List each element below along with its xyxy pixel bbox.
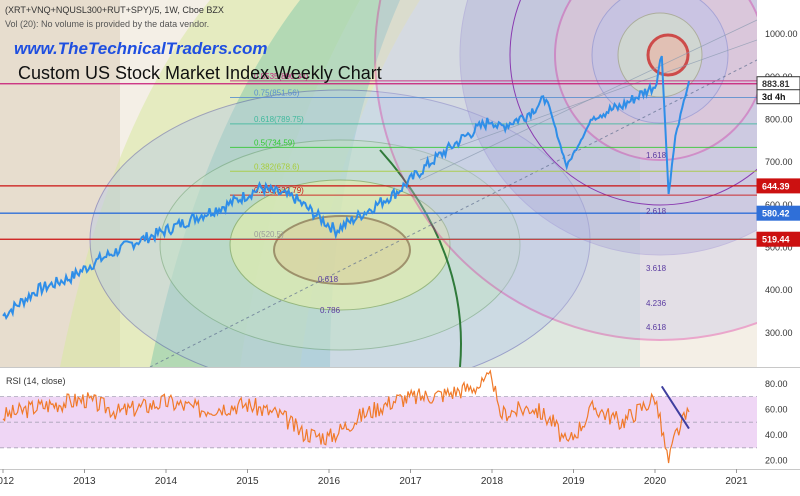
- fib-circle-label: 4.618: [646, 323, 667, 332]
- time-tick-label: 2012: [0, 476, 15, 487]
- time-tick-label: 2019: [562, 476, 585, 487]
- volume-note: Vol (20): No volume is provided by the d…: [5, 19, 209, 29]
- fib-arc-green: [379, 149, 462, 367]
- rsi-tick-label: 60.00: [765, 404, 788, 414]
- fib-level-label: 0.236(622.79): [254, 186, 304, 195]
- price-label: 883.81: [762, 79, 790, 89]
- time-tick-label: 2018: [481, 476, 504, 487]
- fib-circle-core: [646, 33, 690, 77]
- time-tick-label: 2021: [725, 476, 748, 487]
- price-labels: 883.81 3d 4h 644.39 580.42 519.44: [756, 76, 800, 247]
- fib-ellipse-core: [273, 215, 411, 285]
- fib-circle-label: 0.786: [320, 306, 341, 315]
- chart-title: Custom US Stock Market Index Weekly Char…: [18, 63, 382, 83]
- rsi-tick-label: 20.00: [765, 456, 788, 466]
- fib-level-labels: 0.8535(890.34) 0.75(851.56) 0.618(789.75) 0…: [254, 72, 309, 239]
- fib-level-label: 0.618(789.75): [254, 115, 304, 124]
- price-series: [2, 55, 690, 321]
- rsi-title: RSI (14, close): [6, 376, 66, 386]
- fib-ray-2: [419, 39, 757, 161]
- rsi-axis[interactable]: [757, 369, 800, 469]
- fib-circle-label: 4.236: [646, 299, 667, 308]
- rsi-line: [2, 369, 690, 464]
- symbol-line: (XRT+VNQ+NQUSL300+RUT+SPY)/5, 1W, Cboe B…: [5, 5, 224, 15]
- time-tick-label: 2017: [399, 476, 422, 487]
- price-label-box: [756, 178, 800, 194]
- price-tick-label: 800.00: [765, 114, 793, 124]
- time-tick-label: 2016: [318, 476, 341, 487]
- fib-circle-label: 0.618: [318, 275, 339, 284]
- price-tick-label: 300.00: [765, 328, 793, 338]
- price-label: 580.42: [762, 209, 790, 219]
- rsi-axis-ticks: 20.00 40.00 60.00 80.00: [765, 379, 788, 466]
- fib-level-label: 0.75(851.56): [254, 88, 300, 97]
- time-axis[interactable]: 2012 2013 2014 2015 2016 2017 2018 2019 2020 2021: [0, 469, 748, 487]
- brand-url[interactable]: www.TheTechnicalTraders.com: [14, 39, 268, 58]
- time-tick-label: 2014: [155, 476, 178, 487]
- fib-level-label: 0(520.5): [254, 230, 284, 239]
- price-label-box: [756, 89, 800, 105]
- fib-circle-label: 3.618: [646, 264, 667, 273]
- horizontal-levels: [0, 80, 757, 240]
- fib-level-label: 0.8535(890.34): [254, 72, 309, 81]
- rsi-tick-label: 80.00: [765, 379, 788, 389]
- fib-level-label: 0.382(678.6): [254, 162, 300, 171]
- price-tick-label: 400.00: [765, 285, 793, 295]
- price-label: 519.44: [762, 235, 790, 245]
- price-label: 644.39: [762, 181, 790, 191]
- price-label-box: [756, 231, 800, 247]
- rsi-tick-label: 40.00: [765, 430, 788, 440]
- fib-diagonal: [149, 59, 757, 367]
- rsi-guide-lines: [0, 396, 757, 449]
- price-line: [2, 55, 690, 321]
- price-tick-label: 700.00: [765, 157, 793, 167]
- fib-drawings: [0, 0, 757, 367]
- time-tick-label: 2015: [236, 476, 259, 487]
- rsi-trendline: [660, 385, 690, 430]
- price-tick-label: 1000.00: [765, 29, 798, 39]
- fib-circle-2618: [509, 0, 757, 206]
- fib-circle-label: 2.618: [646, 207, 667, 216]
- time-tick-label: 2013: [73, 476, 96, 487]
- rsi-series: [2, 369, 690, 464]
- price-label: 3d 4h: [762, 92, 786, 102]
- price-tick-label: 600.00: [765, 200, 793, 210]
- fib-circle-label: 1.618: [646, 151, 667, 160]
- fib-circle-labels: 1.618 2.618 3.618 4.236 4.618 0.618 0.786: [318, 151, 667, 332]
- fib-level-label: 0.5(734.59): [254, 138, 295, 147]
- time-tick-label: 2020: [644, 476, 667, 487]
- price-label-box: [756, 205, 800, 221]
- price-tick-label: 500.00: [765, 243, 793, 253]
